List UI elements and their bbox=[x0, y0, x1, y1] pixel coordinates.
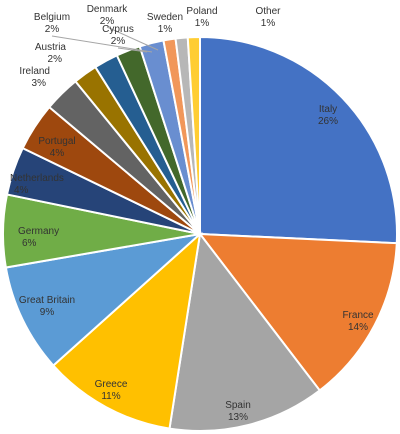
slice-label-france: France bbox=[342, 310, 374, 321]
slice-value-netherlands: 4% bbox=[14, 185, 29, 196]
slice-label-greece: Greece bbox=[95, 379, 128, 390]
callout-line bbox=[117, 47, 148, 53]
slice-label-netherlands: Netherlands bbox=[10, 173, 64, 184]
slice-label-italy: Italy bbox=[319, 104, 337, 115]
pie-slice-other bbox=[186, 35, 201, 235]
slice-label-other: Other bbox=[255, 6, 281, 17]
slice-value-greece: 11% bbox=[101, 391, 120, 402]
slice-value-portugal: 4% bbox=[50, 148, 65, 159]
slice-value-great-britain: 9% bbox=[40, 307, 55, 318]
slice-value-germany: 6% bbox=[22, 238, 37, 249]
slice-value-austria: 2% bbox=[48, 54, 63, 65]
slice-label-poland: Poland bbox=[186, 6, 217, 17]
slice-label-austria: Austria bbox=[35, 42, 67, 53]
slice-label-denmark: Denmark bbox=[87, 4, 129, 15]
slice-value-denmark: 2% bbox=[100, 16, 115, 27]
slice-label-ireland: Ireland bbox=[19, 66, 50, 77]
slice-label-spain: Spain bbox=[225, 400, 251, 411]
pie-slice-spain bbox=[168, 231, 322, 432]
slice-value-poland: 1% bbox=[195, 18, 210, 29]
pie-slice-greece bbox=[51, 231, 202, 430]
slice-label-belgium: Belgium bbox=[34, 12, 70, 23]
slice-value-belgium: 2% bbox=[45, 24, 60, 35]
slice-value-other: 1% bbox=[261, 18, 276, 29]
slice-value-ireland: 3% bbox=[32, 78, 47, 89]
slice-label-germany: Germany bbox=[18, 226, 59, 237]
pie-slice-great-britain bbox=[4, 232, 204, 367]
slice-label-portugal: Portugal bbox=[38, 136, 75, 147]
pie-slice-italy bbox=[199, 35, 398, 245]
callout-line bbox=[106, 26, 159, 51]
slice-value-italy: 26% bbox=[318, 116, 338, 127]
slice-label-sweden: Sweden bbox=[147, 12, 183, 23]
slice-value-sweden: 1% bbox=[158, 24, 173, 35]
slice-label-great-britain: Great Britain bbox=[19, 295, 75, 306]
slice-label-cyprus: Cyprus bbox=[102, 24, 134, 35]
callout-line bbox=[51, 35, 153, 53]
slice-value-cyprus: 2% bbox=[111, 36, 126, 47]
slice-value-spain: 13% bbox=[228, 412, 248, 423]
pie-slice-france bbox=[197, 232, 398, 392]
slice-value-france: 14% bbox=[348, 322, 368, 333]
